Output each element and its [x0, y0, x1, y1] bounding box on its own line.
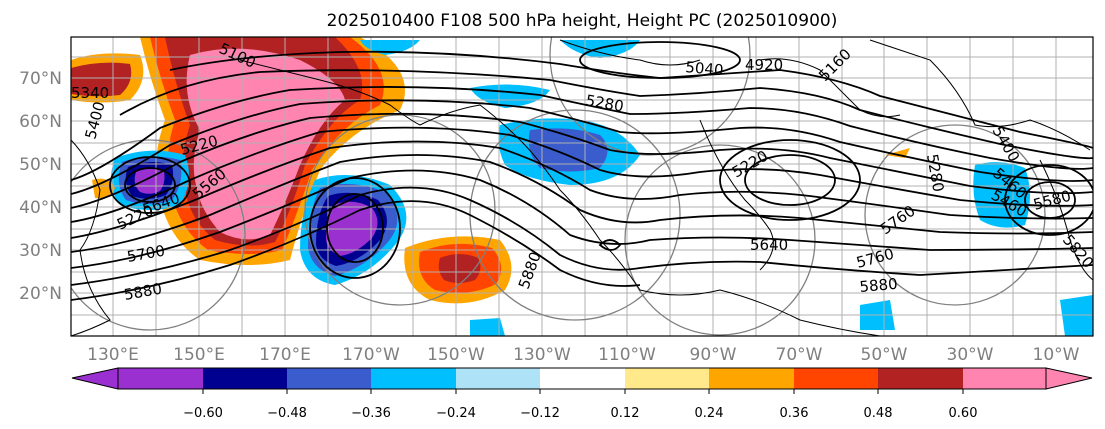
- colorbar-tick-label: 0.24: [695, 406, 724, 421]
- lon-label: 150°W: [427, 345, 485, 365]
- lat-label: 40°N: [19, 198, 62, 218]
- lat-label: 30°N: [19, 241, 62, 261]
- colorbar-swatch: [203, 368, 287, 389]
- colorbar-frame: [117, 367, 1047, 390]
- colorbar-right-extension: [1045, 367, 1093, 390]
- lat-label: 20°N: [19, 284, 62, 304]
- lon-label: 130°W: [513, 345, 571, 365]
- colorbar-left-extension: [71, 367, 119, 390]
- colorbar-swatch: [794, 368, 878, 389]
- lon-label: 110°W: [598, 345, 656, 365]
- colorbar: −0.60 −0.48 −0.36 −0.24 −0.12 0.12 0.24 0.36 0.4…: [71, 367, 1093, 421]
- contour-label: 5040: [685, 58, 725, 79]
- colorbar-swatch: [456, 368, 540, 389]
- colorbar-tick-label: −0.48: [267, 406, 307, 421]
- colorbar-swatches: [118, 368, 1046, 389]
- colorbar-swatch: [878, 368, 963, 389]
- map-frame: [70, 36, 1094, 337]
- height-contours: [71, 41, 1093, 301]
- contour-label: 4920: [745, 56, 783, 74]
- lon-label: 130°E: [87, 345, 139, 365]
- figure-title: 2025010400 F108 500 hPa height, Height P…: [327, 11, 838, 31]
- colorbar-swatch: [625, 368, 709, 389]
- colorbar-swatch: [287, 368, 371, 389]
- colorbar-tick-label: 0.12: [611, 406, 640, 421]
- colorbar-tick-label: −0.60: [183, 406, 223, 421]
- lon-labels: 130°E 150°E 170°E 170°W 150°W 130°W 110°…: [87, 345, 1080, 365]
- colorbar-tick-label: −0.24: [436, 406, 476, 421]
- lon-label: 150°E: [173, 345, 225, 365]
- lon-label: 50°W: [861, 345, 908, 365]
- contour-label: 5640: [750, 236, 788, 254]
- colorbar-swatch: [118, 368, 203, 389]
- colorbar-tick-label: 0.60: [949, 406, 978, 421]
- lon-label: 10°W: [1033, 345, 1080, 365]
- colorbar-tick-label: 0.36: [780, 406, 809, 421]
- colorbar-ticks: −0.60 −0.48 −0.36 −0.24 −0.12 0.12 0.24 0.36 0.4…: [183, 389, 977, 421]
- contour-label: 5340: [71, 84, 109, 102]
- lat-label: 50°N: [19, 155, 62, 175]
- lat-label: 60°N: [19, 112, 62, 132]
- lon-label: 90°W: [690, 345, 737, 365]
- map-panel: 5100 5220 5340 5400 5220 5560 5640 5700 …: [19, 36, 1094, 365]
- lon-label: 170°E: [259, 345, 311, 365]
- colorbar-tick-label: −0.12: [520, 406, 560, 421]
- colorbar-tick-label: −0.36: [351, 406, 391, 421]
- lat-labels: 70°N 60°N 50°N 40°N 30°N 20°N: [19, 69, 62, 304]
- colorbar-swatch: [709, 368, 794, 389]
- colorbar-swatch: [371, 368, 456, 389]
- contour-label: 5880: [859, 275, 899, 296]
- colorbar-swatch: [963, 368, 1046, 389]
- lon-label: 170°W: [342, 345, 400, 365]
- lat-label: 70°N: [19, 69, 62, 89]
- anomaly-shading: [71, 37, 1093, 336]
- lon-label: 30°W: [947, 345, 994, 365]
- colorbar-swatch: [540, 368, 625, 389]
- colorbar-tick-label: 0.48: [864, 406, 893, 421]
- lon-label: 70°W: [776, 345, 823, 365]
